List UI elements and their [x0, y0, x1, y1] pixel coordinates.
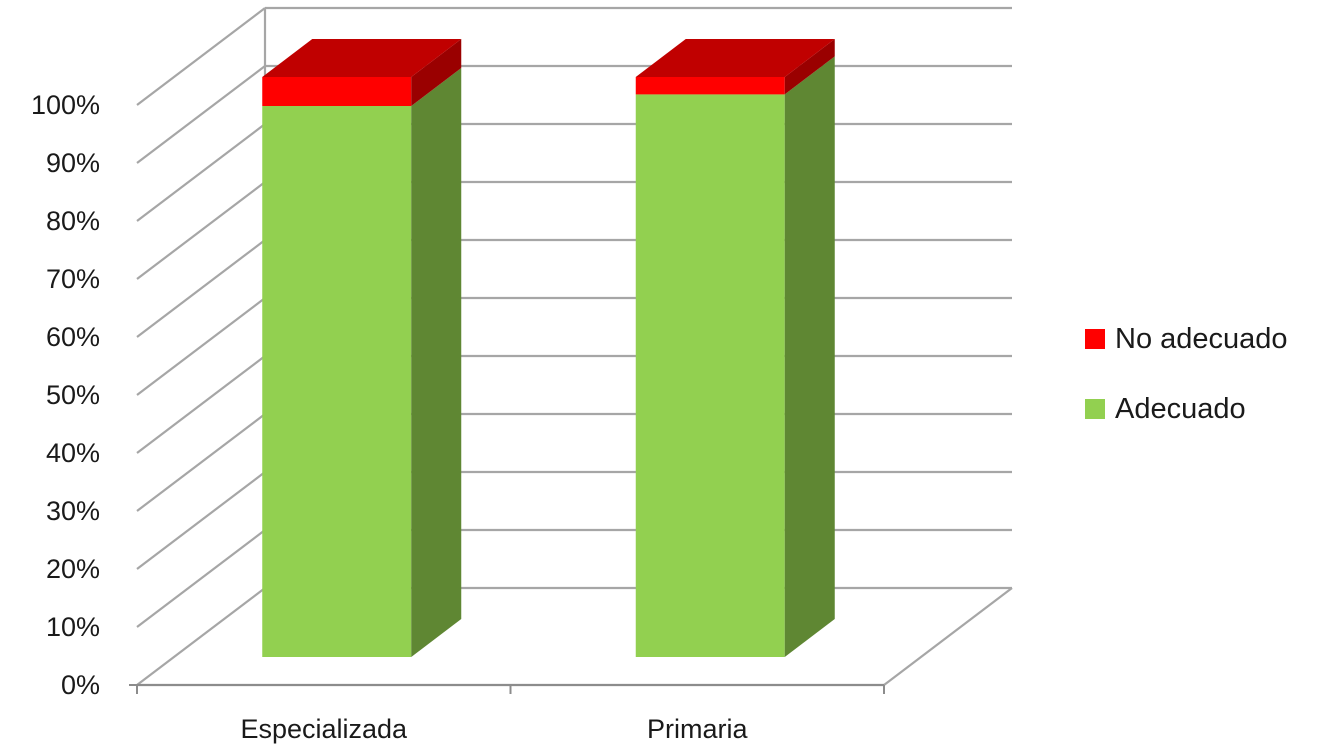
side-wall-gridline	[136, 471, 266, 570]
bar-segment-top	[635, 39, 835, 77]
floor-right-edge	[883, 587, 1013, 686]
y-tick-label: 70%	[46, 264, 100, 294]
side-wall-gridline	[136, 181, 266, 280]
y-tick-label: 40%	[46, 438, 100, 468]
side-wall-gridline	[136, 355, 266, 454]
y-tick-label: 10%	[46, 612, 100, 642]
y-tick-label: 100%	[31, 90, 100, 120]
y-tick-label: 30%	[46, 496, 100, 526]
bar-segment-top	[262, 39, 462, 77]
bar-segment	[262, 106, 412, 657]
legend-label: No adecuado	[1115, 323, 1288, 355]
x-tick-label: Especializada	[240, 714, 408, 744]
bar-segment-side	[784, 39, 835, 95]
y-tick-label: 50%	[46, 380, 100, 410]
bar-segment-side	[411, 39, 462, 106]
side-wall-gridline	[136, 413, 266, 512]
bar-segment	[635, 94, 785, 657]
bar-segment-side	[411, 68, 462, 657]
legend-label: Adecuado	[1115, 393, 1246, 425]
side-wall-gridline	[136, 7, 266, 106]
bar-segment	[262, 77, 412, 106]
legend-swatch	[1085, 399, 1105, 419]
side-wall-gridline	[136, 297, 266, 396]
legend-swatch	[1085, 329, 1105, 349]
side-wall-gridline	[136, 123, 266, 222]
x-tick-label: Primaria	[647, 714, 748, 744]
side-wall-gridline	[136, 587, 266, 686]
bar-segment	[635, 77, 785, 95]
y-tick-label: 20%	[46, 554, 100, 584]
bar-segment-side	[784, 56, 835, 657]
side-wall-gridline	[136, 239, 266, 338]
y-tick-label: 80%	[46, 206, 100, 236]
side-wall-gridline	[136, 65, 266, 164]
y-tick-label: 0%	[61, 670, 100, 700]
side-wall-gridline	[136, 529, 266, 628]
y-tick-label: 90%	[46, 148, 100, 178]
y-tick-label: 60%	[46, 322, 100, 352]
